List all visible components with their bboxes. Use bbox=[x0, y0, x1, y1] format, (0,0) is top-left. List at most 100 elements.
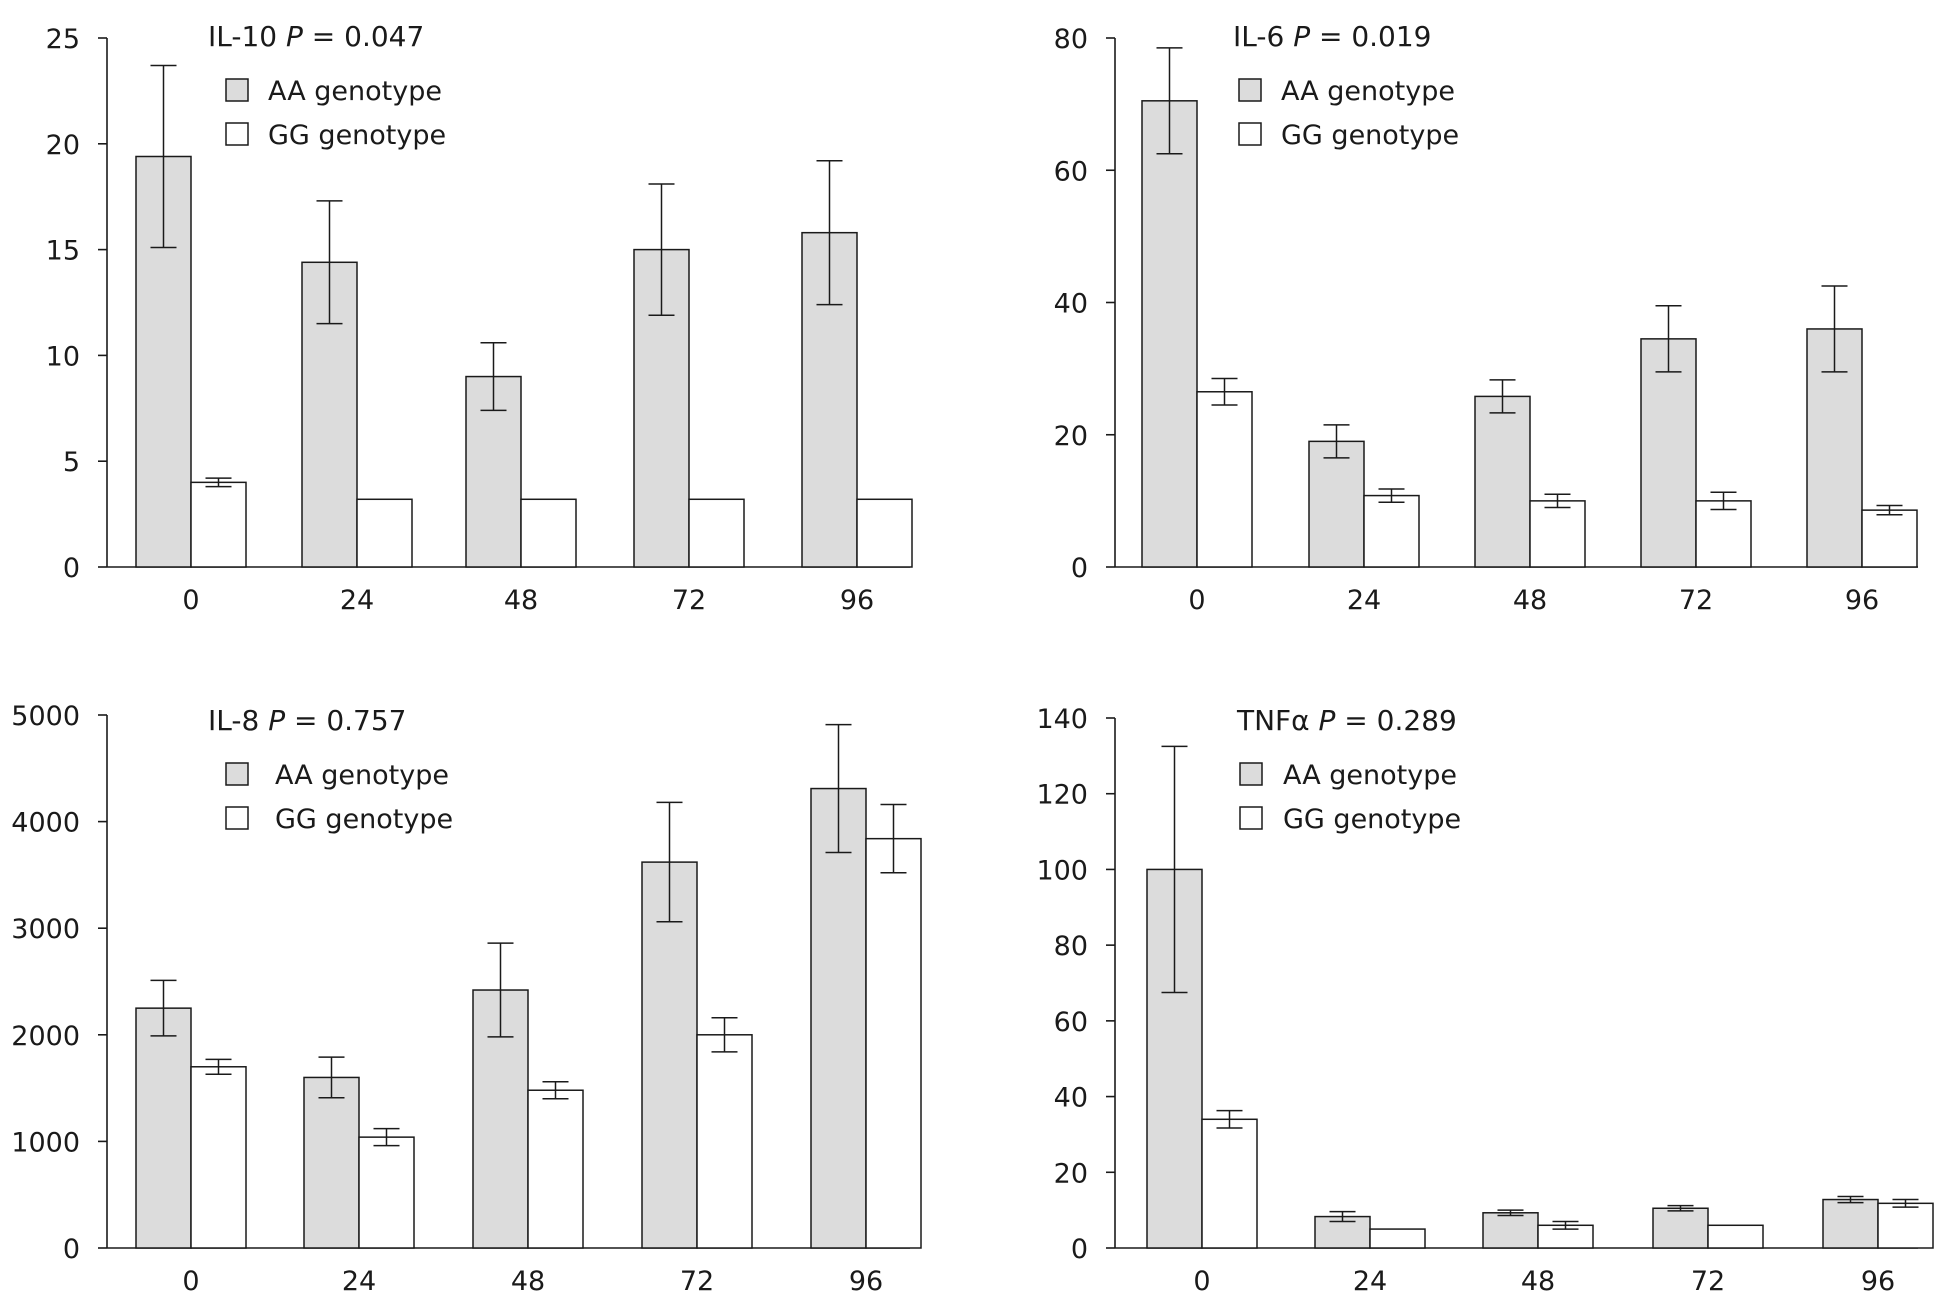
x-tick-label: 24 bbox=[342, 1266, 376, 1297]
y-tick-label: 0 bbox=[63, 1234, 80, 1265]
x-tick-label: 48 bbox=[1513, 585, 1547, 616]
legend-label: AA genotype bbox=[275, 760, 449, 791]
y-tick-label: 1000 bbox=[11, 1127, 80, 1158]
legend-swatch-aa bbox=[1238, 78, 1262, 102]
x-tick-label: 24 bbox=[1347, 585, 1381, 616]
panel-title: IL-10 P = 0.047 bbox=[208, 20, 424, 53]
bar-gg-genotype bbox=[356, 498, 413, 568]
x-tick-label: 48 bbox=[504, 585, 538, 616]
legend-label: GG genotype bbox=[268, 120, 446, 151]
legend-swatch-gg bbox=[1239, 806, 1263, 830]
x-tick-label: 96 bbox=[849, 1266, 883, 1297]
x-tick-label: 96 bbox=[1845, 585, 1879, 616]
bar-aa-genotype bbox=[1474, 395, 1531, 568]
legend-label: GG genotype bbox=[1281, 120, 1459, 151]
bar-gg-genotype bbox=[856, 498, 913, 568]
bar-gg-genotype bbox=[1363, 494, 1420, 568]
bar-aa-genotype bbox=[801, 231, 858, 568]
y-tick-label: 0 bbox=[1071, 1234, 1088, 1265]
chart-panel-tnfa: 0 20 40 60 80 100 120 140 0 24 48 72 96 TNFα P = 0.28… bbox=[1036, 704, 1934, 1297]
bar-gg-genotype bbox=[688, 498, 745, 568]
y-tick-label: 40 bbox=[1054, 1083, 1088, 1114]
y-tick-label: 20 bbox=[46, 130, 80, 161]
y-tick-label: 5000 bbox=[11, 701, 80, 732]
y-tick-label: 20 bbox=[1054, 421, 1088, 452]
panel-title: IL-6 P = 0.019 bbox=[1233, 20, 1432, 53]
legend-label: AA genotype bbox=[1283, 760, 1457, 791]
bar-gg-genotype bbox=[1707, 1224, 1764, 1249]
y-tick-label: 0 bbox=[1071, 553, 1088, 584]
bar-gg-genotype bbox=[1861, 509, 1918, 568]
bar-aa-genotype bbox=[303, 1076, 360, 1249]
x-tick-label: 0 bbox=[1188, 585, 1205, 616]
legend-swatch-aa bbox=[225, 78, 249, 102]
bar-gg-genotype bbox=[1201, 1118, 1258, 1249]
legend-swatch-aa bbox=[225, 762, 249, 786]
bar-gg-genotype bbox=[190, 481, 247, 568]
legend-label: GG genotype bbox=[1283, 804, 1461, 835]
panel-title: TNFα P = 0.289 bbox=[1236, 704, 1457, 737]
bar-aa-genotype bbox=[810, 787, 867, 1249]
y-tick-label: 15 bbox=[46, 236, 80, 267]
x-tick-label: 24 bbox=[340, 585, 374, 616]
bar-gg-genotype bbox=[1529, 500, 1586, 568]
x-tick-label: 72 bbox=[680, 1266, 714, 1297]
x-tick-label: 48 bbox=[1521, 1266, 1555, 1297]
legend-label: GG genotype bbox=[275, 804, 453, 835]
y-tick-label: 20 bbox=[1054, 1158, 1088, 1189]
x-tick-label: 0 bbox=[182, 1266, 199, 1297]
bar-aa-genotype bbox=[1308, 440, 1365, 568]
x-tick-label: 48 bbox=[511, 1266, 545, 1297]
legend-swatch-gg bbox=[1238, 122, 1262, 146]
y-tick-label: 3000 bbox=[11, 914, 80, 945]
x-tick-label: 24 bbox=[1353, 1266, 1387, 1297]
y-tick-label: 10 bbox=[46, 341, 80, 372]
y-tick-label: 25 bbox=[46, 24, 80, 55]
bar-gg-genotype bbox=[1695, 500, 1752, 568]
bar-aa-genotype bbox=[135, 1007, 192, 1249]
y-tick-label: 100 bbox=[1036, 855, 1088, 886]
bar-gg-genotype bbox=[358, 1136, 415, 1249]
x-tick-label: 0 bbox=[1193, 1266, 1210, 1297]
y-tick-label: 60 bbox=[1054, 156, 1088, 187]
legend-swatch-aa bbox=[1239, 762, 1263, 786]
y-tick-label: 80 bbox=[1054, 24, 1088, 55]
legend-label: AA genotype bbox=[1281, 76, 1455, 107]
x-tick-label: 0 bbox=[182, 585, 199, 616]
bar-gg-genotype bbox=[865, 837, 922, 1249]
panel-title: IL-8 P = 0.757 bbox=[208, 704, 407, 737]
x-tick-label: 72 bbox=[672, 585, 706, 616]
x-tick-label: 96 bbox=[1861, 1266, 1895, 1297]
y-tick-label: 4000 bbox=[11, 808, 80, 839]
y-tick-label: 120 bbox=[1036, 780, 1088, 811]
chart-panel-il8: 0 1000 2000 3000 4000 5000 0 24 48 72 96 IL-8 P = 0… bbox=[11, 701, 922, 1297]
y-tick-label: 2000 bbox=[11, 1021, 80, 1052]
bar-gg-genotype bbox=[1877, 1202, 1934, 1249]
bar-gg-genotype bbox=[190, 1066, 247, 1249]
bar-gg-genotype bbox=[520, 498, 577, 568]
bar-gg-genotype bbox=[1196, 391, 1253, 568]
y-tick-label: 140 bbox=[1036, 704, 1088, 735]
bar-gg-genotype bbox=[527, 1089, 584, 1249]
bar-aa-genotype bbox=[1822, 1198, 1879, 1249]
y-tick-label: 80 bbox=[1054, 931, 1088, 962]
legend-swatch-gg bbox=[225, 122, 249, 146]
chart-panel-il6: 0 20 40 60 80 0 24 48 72 96 IL-6 P = 0.019 AA genot… bbox=[1054, 20, 1918, 616]
x-tick-label: 72 bbox=[1691, 1266, 1725, 1297]
y-tick-label: 40 bbox=[1054, 289, 1088, 320]
chart-panel-il10: 0 5 10 15 20 25 0 24 48 72 96 IL-10 P = 0.047 AA gen… bbox=[46, 20, 913, 616]
bar-aa-genotype bbox=[1482, 1212, 1539, 1249]
y-tick-label: 5 bbox=[63, 447, 80, 478]
bar-gg-genotype bbox=[1369, 1228, 1426, 1249]
bar-aa-genotype bbox=[641, 861, 698, 1249]
y-tick-label: 60 bbox=[1054, 1007, 1088, 1038]
bar-aa-genotype bbox=[1640, 338, 1697, 568]
bar-aa-genotype bbox=[1652, 1207, 1709, 1249]
x-tick-label: 96 bbox=[840, 585, 874, 616]
y-tick-label: 0 bbox=[63, 553, 80, 584]
bar-gg-genotype bbox=[696, 1034, 753, 1249]
legend-swatch-gg bbox=[225, 806, 249, 830]
x-tick-label: 72 bbox=[1679, 585, 1713, 616]
bar-aa-genotype bbox=[1141, 100, 1198, 568]
